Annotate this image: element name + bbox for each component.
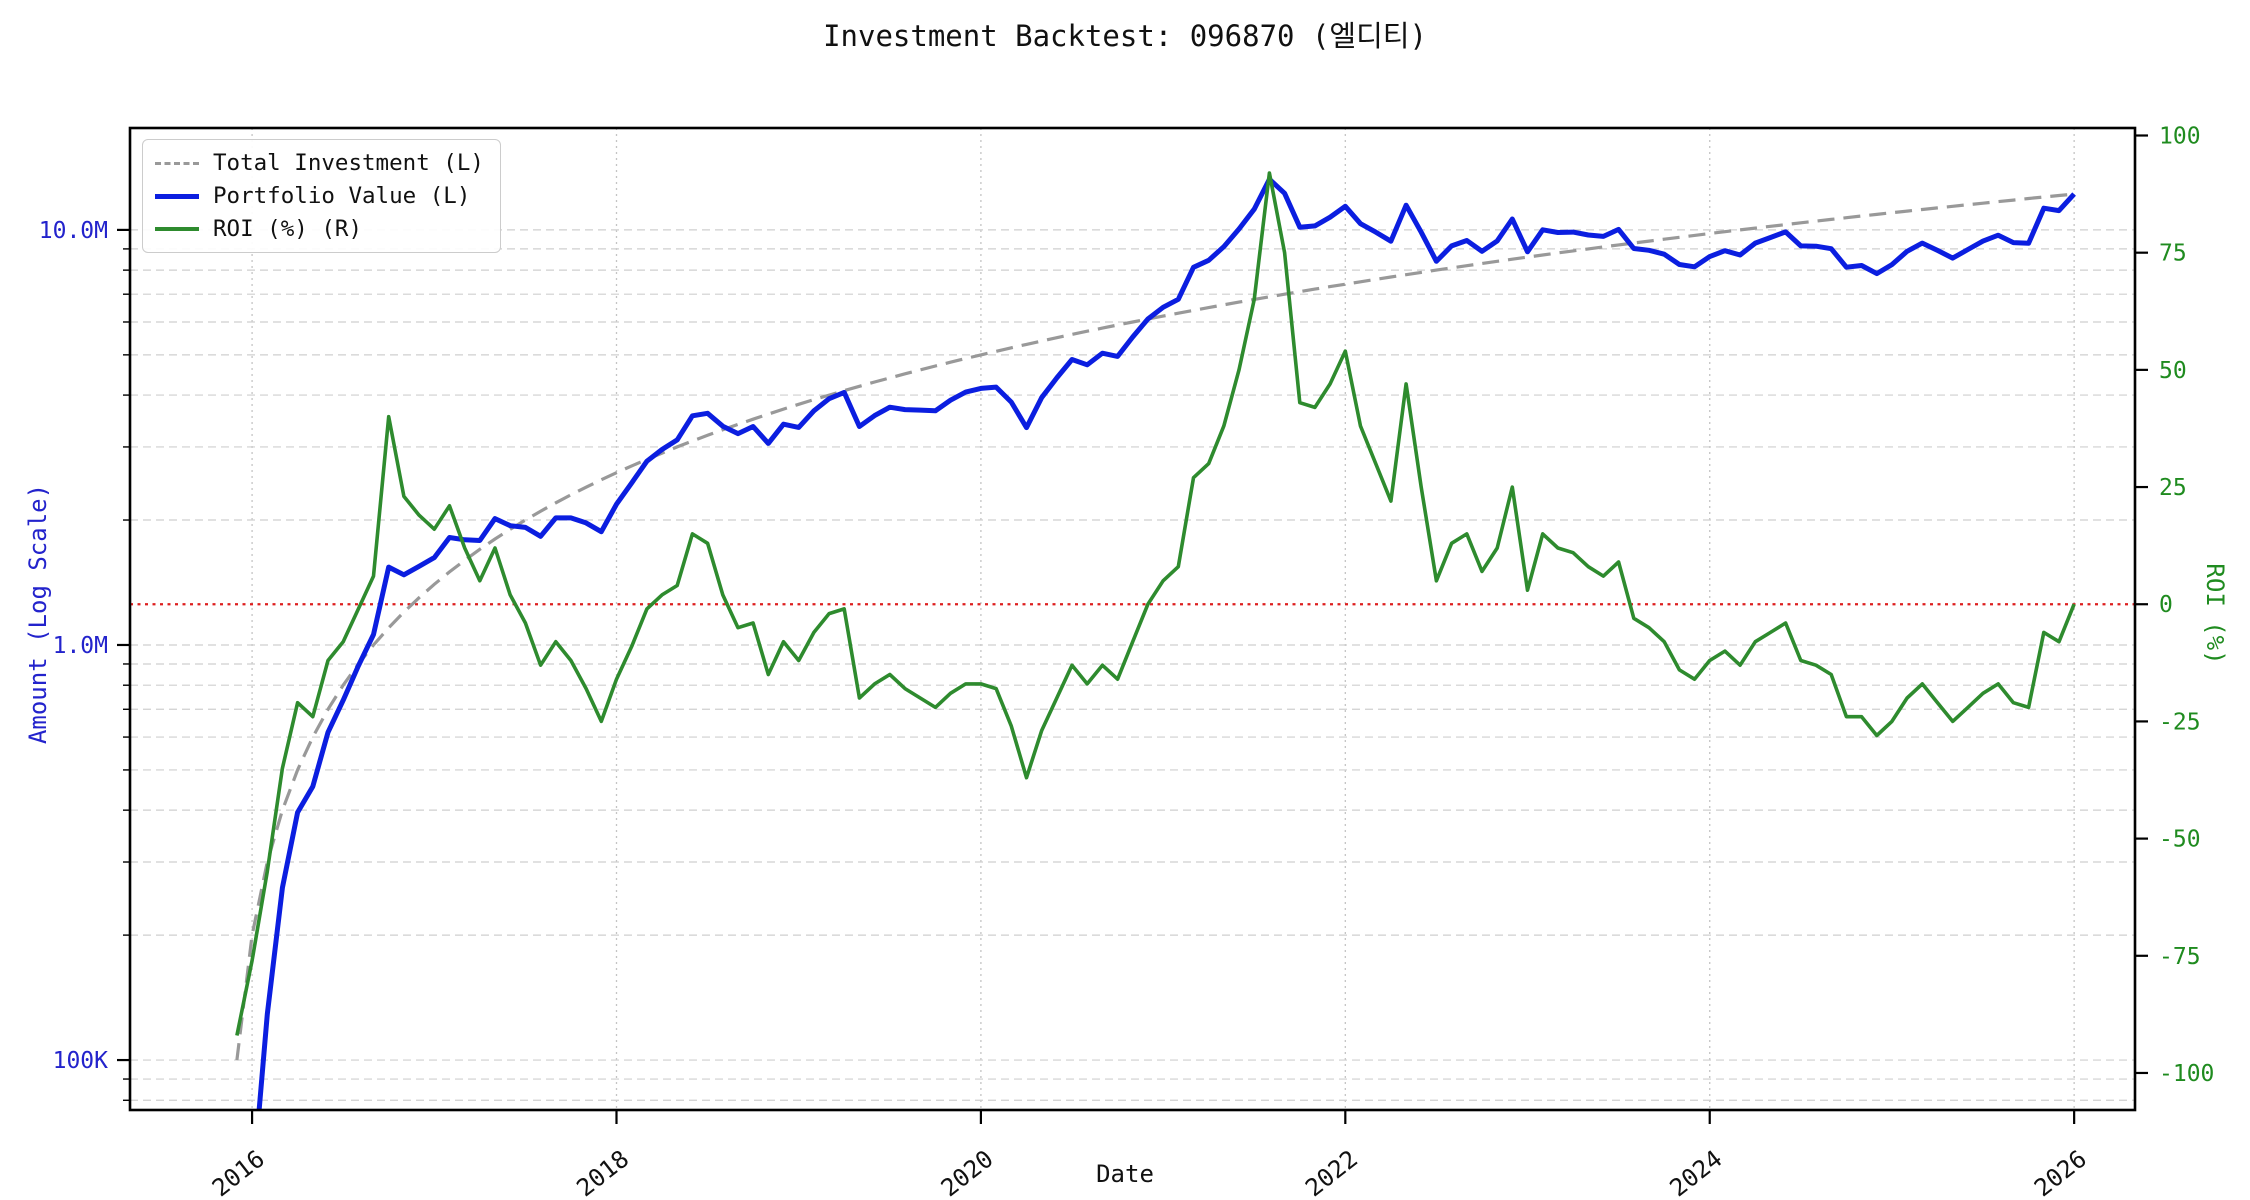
svg-text:1.0M: 1.0M [53, 633, 108, 659]
svg-text:75: 75 [2159, 241, 2187, 267]
svg-text:0: 0 [2159, 592, 2173, 618]
svg-text:-50: -50 [2159, 827, 2201, 853]
roi-line [235, 171, 2076, 1036]
svg-text:50: 50 [2159, 358, 2187, 384]
legend-label: ROI (%) (R) [213, 216, 363, 242]
svg-text:100: 100 [2159, 123, 2201, 149]
legend-label: Portfolio Value (L) [213, 183, 471, 209]
grid-lines [130, 128, 2135, 1110]
y-left-axis-title: Amount (Log Scale) [24, 483, 52, 745]
plot-border [128, 126, 2137, 1112]
chart-title: Investment Backtest: 096870 (엘디티) [823, 19, 1427, 53]
legend-label: Total Investment (L) [213, 150, 484, 176]
legend-item-portfolio-value: Portfolio Value (L) [155, 183, 484, 209]
svg-text:-100: -100 [2159, 1061, 2214, 1087]
svg-text:100K: 100K [53, 1048, 109, 1074]
svg-text:10.0M: 10.0M [39, 218, 108, 244]
total-investment-line [235, 192, 2075, 1061]
y-right-axis-title: ROI (%) [2201, 563, 2229, 665]
axis-ticks: 2016 2018 2020 2022 2024 2026100K1.0M10.0M100… [39, 123, 2215, 1200]
roi-line-swatch-icon [155, 227, 199, 231]
portfolio-value-line [256, 176, 2076, 1110]
x-axis-title: Date [1096, 1160, 1154, 1188]
svg-text:-25: -25 [2159, 709, 2201, 735]
svg-text:-75: -75 [2159, 944, 2201, 970]
portfolio-line-swatch-icon [155, 193, 199, 199]
investment-line-swatch-icon [155, 161, 199, 165]
legend-item-total-investment: Total Investment (L) [155, 150, 484, 176]
legend-item-roi: ROI (%) (R) [155, 216, 484, 242]
series-lines [235, 171, 2076, 1110]
legend: Total Investment (L) Portfolio Value (L)… [142, 139, 501, 253]
svg-text:25: 25 [2159, 475, 2187, 501]
